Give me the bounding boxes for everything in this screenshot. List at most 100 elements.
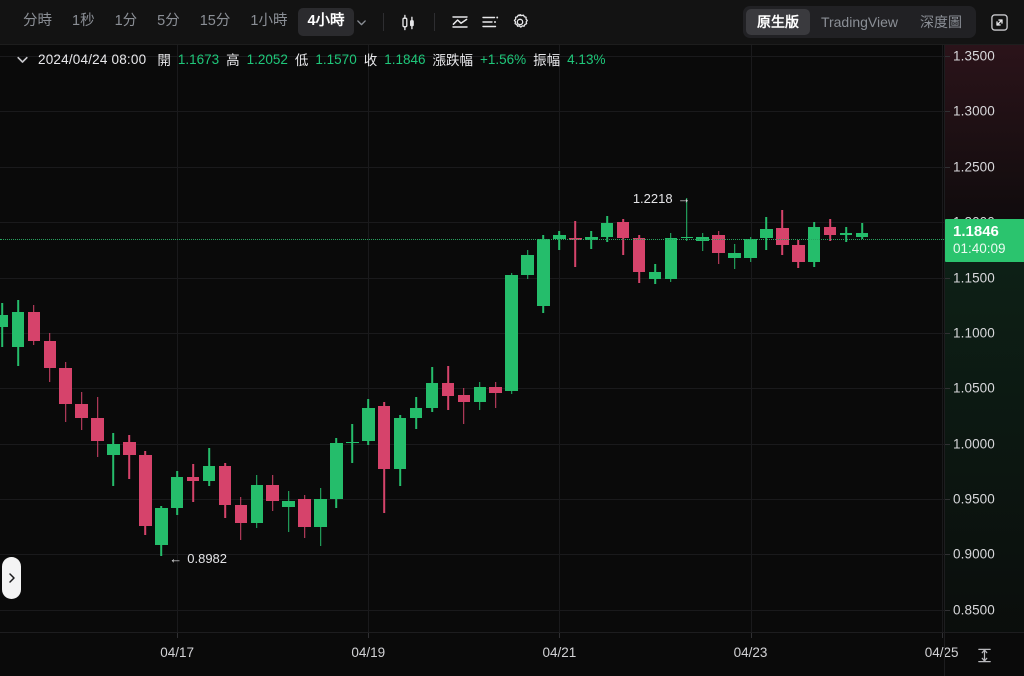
gridline-h-1 (0, 111, 944, 113)
timeframe-3[interactable]: 5分 (157, 13, 180, 30)
candle-body (107, 443, 120, 455)
high-marker: 1.2218 → (633, 191, 691, 206)
candle (441, 45, 455, 632)
chart-settings-list-icon[interactable] (475, 7, 505, 37)
candle (123, 45, 136, 632)
candle-body (250, 484, 264, 524)
candle (664, 45, 678, 632)
candle-body (600, 223, 614, 237)
ohlc-fields: 開 1.1673 高 1.2052 低 1.1570 收 1.1846 漲跌幅 +1.56% 振幅 4… (157, 49, 605, 69)
candle (680, 45, 694, 632)
candle-body (521, 255, 534, 276)
candle-body (744, 238, 757, 258)
view-mode-2[interactable]: 深度圖 (920, 13, 962, 30)
time-tickmark-4 (941, 633, 943, 638)
toolbar-right-group: 原生版 TradingView 深度圖 (742, 5, 1024, 39)
timeframe-0[interactable]: 分時 (23, 13, 52, 30)
candle-wick (192, 463, 194, 503)
ohlc-value-1: 1.2052 (246, 51, 288, 67)
candle-body (155, 507, 168, 545)
time-tickmark-2 (559, 633, 561, 638)
ohlc-label-1: 高 (226, 53, 240, 68)
current-price-tag: 1.1846 01:40:09 (945, 219, 1024, 262)
candle-body (282, 501, 295, 507)
candle (521, 45, 534, 632)
price-tick-0: 1.3500 (953, 48, 995, 64)
gridline-v-4 (941, 45, 943, 632)
high-marker-label: 1.2218 (632, 191, 673, 207)
candle (75, 45, 88, 632)
price-tickmark-5 (945, 332, 950, 334)
timeframe-group: 分時 1秒 1分 5分 15分 1小時 4小時 (0, 8, 354, 36)
expand-side-panel-button[interactable] (2, 557, 21, 599)
ohlc-value-4: +1.56% (480, 51, 527, 67)
view-mode-0[interactable]: 原生版 (745, 8, 810, 36)
candle (505, 45, 518, 632)
candle (425, 45, 439, 632)
candle-wick (128, 434, 131, 480)
candle (728, 45, 741, 632)
candle-body (234, 504, 248, 524)
candle-body (27, 311, 41, 341)
chevron-down-icon (356, 19, 366, 25)
price-tickmark-4 (945, 277, 950, 279)
timeframe-more-caret[interactable] (354, 13, 373, 32)
price-tickmark-2 (945, 166, 950, 168)
gridline-h-2 (0, 166, 944, 168)
ohlc-label-5: 振幅 (533, 53, 561, 68)
fullscreen-expand-icon[interactable] (986, 9, 1012, 35)
timeframe-2[interactable]: 1分 (114, 13, 138, 30)
candle (186, 45, 200, 632)
candle-body (664, 237, 678, 279)
candle-body (792, 245, 805, 263)
candle-body (266, 484, 279, 502)
indicators-icon[interactable] (445, 7, 475, 37)
ohlc-info-bar: 2024/04/24 08:00 開 1.1673 高 1.2052 低 1.1570 收 1… (0, 45, 605, 73)
gridline-h-8 (0, 499, 944, 501)
candle-body (489, 387, 502, 393)
candle-wick (701, 233, 704, 251)
ohlc-label-4: 漲跌幅 (432, 53, 474, 68)
time-axis[interactable]: 04/17 04/19 04/21 04/23 04/25 (0, 632, 1024, 676)
candle (632, 45, 646, 632)
candle (377, 45, 391, 632)
candle-body (75, 403, 88, 419)
time-tickmark-3 (750, 633, 752, 638)
timeframe-6[interactable]: 4小時 (298, 8, 354, 36)
candle (0, 45, 9, 632)
price-tick-5: 1.1000 (953, 325, 995, 341)
candle-body (585, 236, 598, 240)
timeframe-4[interactable]: 15分 (199, 13, 231, 30)
candle-body (409, 408, 423, 419)
ohlc-label-0: 開 (157, 53, 171, 68)
chevron-down-icon[interactable] (16, 53, 29, 66)
candle (362, 45, 375, 632)
candle-countdown: 01:40:09 (953, 240, 1006, 256)
timeframe-5[interactable]: 1小時 (250, 13, 288, 30)
candle-body (680, 236, 694, 239)
price-tick-4: 1.1500 (953, 270, 995, 286)
candle (202, 45, 216, 632)
candle-body (43, 340, 57, 369)
chevron-right-icon (8, 573, 15, 583)
gridline-h-3 (0, 222, 944, 224)
price-tickmark-6 (945, 388, 950, 390)
price-axis[interactable]: 1.35001.30001.25001.20001.15001.10001.05… (944, 45, 1024, 632)
candlestick-chart-area[interactable]: ← 0.8982 1.2218 → (0, 45, 944, 632)
ohlc-label-3: 收 (363, 53, 378, 68)
time-scale-resize-icon[interactable] (944, 633, 1024, 676)
timeframe-1[interactable]: 1秒 (72, 13, 95, 30)
gridline-h-4 (0, 277, 944, 279)
gear-icon[interactable] (505, 7, 535, 37)
gridline-v-1 (368, 45, 370, 632)
candle-body (91, 418, 104, 442)
view-mode-1[interactable]: TradingView (820, 13, 898, 30)
candlestick-type-icon[interactable] (394, 7, 424, 37)
ohlc-label-2: 低 (294, 53, 309, 68)
price-axis-gradient-down (945, 239, 1024, 632)
low-marker: ← 0.8982 (169, 551, 227, 566)
candle-body (202, 465, 216, 482)
candle-body (760, 228, 773, 238)
candle-body (505, 275, 518, 391)
